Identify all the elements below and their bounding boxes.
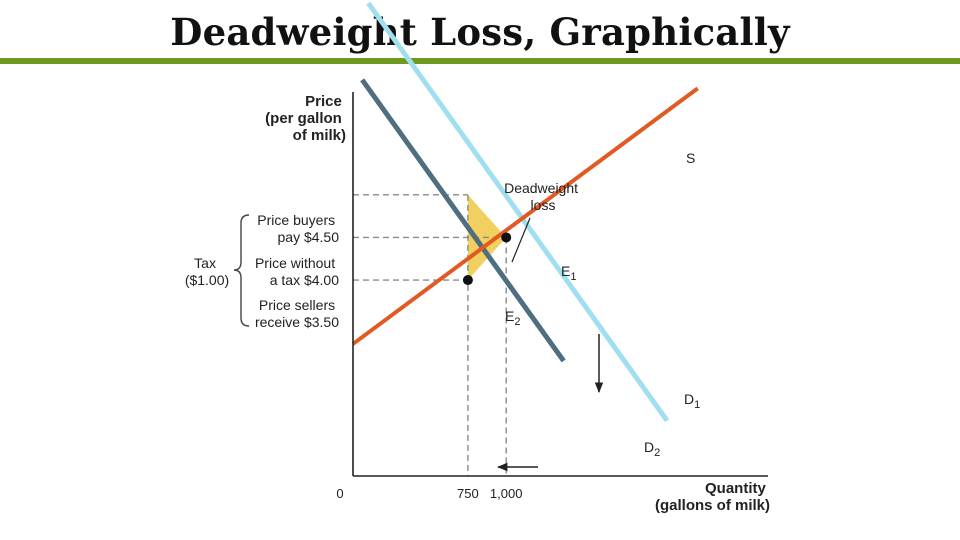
- x-axis-label-line-2: (gallons of milk): [655, 497, 770, 514]
- price-buyers-line-1: Price buyers: [257, 212, 335, 228]
- y-axis-label-line-1: Price: [305, 93, 342, 110]
- equilibrium-point-e2: [462, 275, 473, 286]
- x-tick-1000: 1,000: [490, 486, 523, 501]
- price-sellers-line-2: receive $3.50: [255, 314, 339, 330]
- y-axis-label-line-3: of milk): [293, 127, 346, 144]
- tax-brace: [233, 214, 250, 327]
- price-no-tax-label: Price without a tax $4.00: [255, 255, 339, 288]
- tax-label-line-1: Tax: [194, 255, 216, 271]
- price-sellers-line-1: Price sellers: [259, 297, 335, 313]
- point-e2-label: E2: [505, 308, 520, 328]
- price-no-tax-line-2: a tax $4.00: [270, 272, 339, 288]
- title-rule: [0, 58, 960, 64]
- supply-curve-label: S: [686, 150, 695, 166]
- y-axis-label-line-2: (per gallon: [265, 110, 342, 127]
- price-buyers-label: Price buyers pay $4.50: [257, 212, 339, 245]
- x-tick-origin: 0: [336, 486, 343, 501]
- price-sellers-label: Price sellers receive $3.50: [255, 297, 339, 330]
- y-axis-label: Price (per gallon of milk): [265, 93, 346, 144]
- tax-label-line-2: ($1.00): [185, 272, 229, 288]
- demand-d2-label: D2: [644, 439, 660, 459]
- demand-curve-d2: [360, 78, 566, 363]
- demand-d1-label: D1: [684, 391, 700, 411]
- point-e1-label: E1: [561, 263, 576, 283]
- supply-curve-s: [351, 86, 699, 346]
- price-no-tax-line-1: Price without: [255, 255, 335, 271]
- equilibrium-point-e1: [501, 232, 512, 243]
- deadweight-loss-leader: [511, 217, 531, 263]
- deadweight-loss-label: Deadweight loss: [504, 180, 582, 213]
- tax-label: Tax ($1.00): [185, 255, 229, 288]
- slide-title: Deadweight Loss, Graphically: [170, 10, 790, 54]
- x-tick-750: 750: [457, 486, 479, 501]
- deadweight-loss-line-1: Deadweight: [504, 180, 578, 196]
- x-axis-label-line-1: Quantity: [705, 480, 766, 497]
- deadweight-loss-line-2: loss: [531, 197, 556, 213]
- x-axis-label: Quantity (gallons of milk): [655, 480, 770, 514]
- price-buyers-line-2: pay $4.50: [278, 229, 340, 245]
- demand-curve-d1: [366, 1, 670, 423]
